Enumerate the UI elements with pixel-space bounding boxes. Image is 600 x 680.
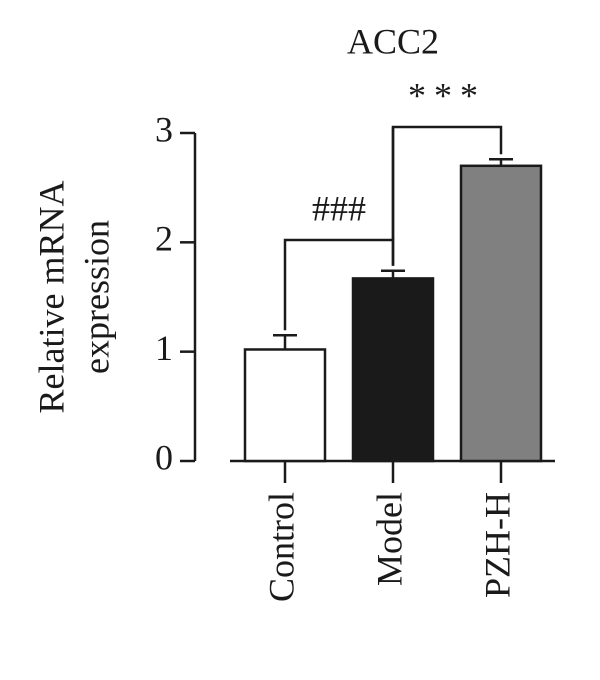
bar bbox=[459, 164, 543, 463]
y-tick-label: 3 bbox=[155, 109, 173, 149]
x-tick-label: Control bbox=[261, 492, 301, 602]
chart-title: ACC2 bbox=[347, 21, 439, 61]
bar bbox=[351, 277, 435, 463]
bar bbox=[243, 348, 327, 463]
x-tick-label: PZH-H bbox=[477, 492, 517, 598]
y-tick-label: 0 bbox=[155, 437, 173, 477]
x-tick-label: Model bbox=[369, 492, 409, 586]
y-tick-label: 2 bbox=[155, 219, 173, 259]
significance-label: *** bbox=[408, 75, 486, 115]
significance-bracket bbox=[391, 125, 503, 266]
y-axis-label: expression bbox=[76, 220, 116, 374]
y-axis-label: Relative mRNA bbox=[31, 181, 71, 414]
significance-label: ### bbox=[312, 188, 366, 228]
y-tick-label: 1 bbox=[155, 328, 173, 368]
